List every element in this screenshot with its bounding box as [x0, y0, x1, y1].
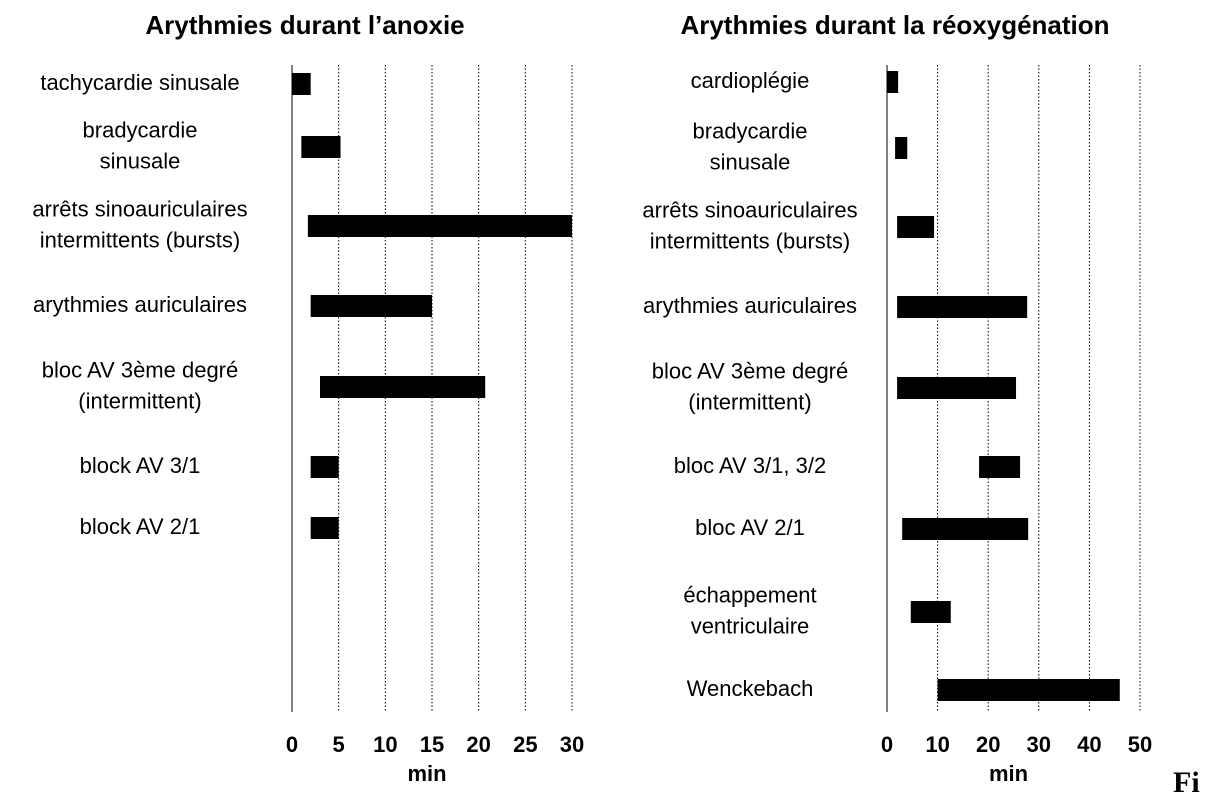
x-tick-label: 40 — [1077, 732, 1101, 757]
x-tick-label: 20 — [466, 732, 490, 757]
x-tick-label: 50 — [1128, 732, 1152, 757]
category-label: échappement — [683, 582, 816, 607]
category-label: block AV 2/1 — [80, 514, 201, 539]
category-label: arythmies auriculaires — [33, 292, 247, 317]
chart-title: Arythmies durant la réoxygénation — [680, 10, 1109, 40]
bar — [307, 215, 572, 237]
bar — [902, 518, 1029, 540]
bar — [897, 216, 935, 238]
category-label: arythmies auriculaires — [643, 293, 857, 318]
x-tick-label: 10 — [373, 732, 397, 757]
bar — [310, 517, 339, 539]
category-label: intermittents (bursts) — [650, 228, 851, 253]
category-label: sinusale — [100, 148, 181, 173]
category-label: bloc AV 2/1 — [695, 515, 805, 540]
fragment: Fi — [1173, 766, 1200, 798]
x-tick-label: 5 — [333, 732, 345, 757]
x-tick-label: 25 — [513, 732, 537, 757]
x-tick-label: 0 — [286, 732, 298, 757]
category-label: ventriculaire — [691, 613, 810, 638]
bar — [897, 296, 1028, 318]
x-tick-label: 30 — [560, 732, 584, 757]
category-label: bloc AV 3ème degré — [42, 357, 239, 382]
category-label: arrêts sinoauriculaires — [32, 196, 247, 221]
x-tick-label: 30 — [1027, 732, 1051, 757]
bar — [887, 71, 899, 93]
bar — [895, 137, 908, 159]
category-label: bradycardie — [83, 117, 198, 142]
bar — [310, 295, 432, 317]
x-tick-label: 0 — [881, 732, 893, 757]
x-axis-label: min — [989, 761, 1028, 786]
category-label: tachycardie sinusale — [40, 70, 239, 95]
category-label: (intermittent) — [688, 389, 811, 414]
x-tick-label: 10 — [925, 732, 949, 757]
bar — [310, 456, 339, 478]
category-label: bradycardie — [693, 118, 808, 143]
category-label: block AV 3/1 — [80, 453, 201, 478]
bar — [320, 376, 486, 398]
x-tick-label: 15 — [420, 732, 444, 757]
category-label: intermittents (bursts) — [40, 227, 241, 252]
bar — [301, 136, 341, 158]
bar — [910, 601, 951, 623]
category-label: bloc AV 3/1, 3/2 — [674, 453, 826, 478]
chart-title: Arythmies durant l’anoxie — [145, 10, 464, 40]
x-tick-label: 20 — [976, 732, 1000, 757]
bar — [897, 377, 1017, 399]
x-axis-label: min — [407, 761, 446, 786]
bar — [937, 679, 1120, 701]
category-label: Wenckebach — [687, 676, 814, 701]
category-label: cardioplégie — [691, 68, 810, 93]
bar — [292, 73, 311, 95]
category-label: sinusale — [710, 149, 791, 174]
category-label: (intermittent) — [78, 388, 201, 413]
bar — [979, 456, 1021, 478]
category-label: arrêts sinoauriculaires — [642, 197, 857, 222]
category-label: bloc AV 3ème degré — [652, 358, 849, 383]
